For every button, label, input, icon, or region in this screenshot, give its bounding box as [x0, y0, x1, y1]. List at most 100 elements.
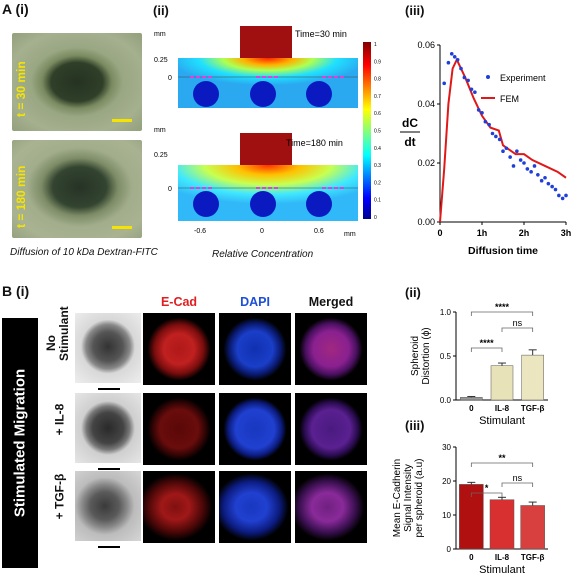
- x-tick-label: IL-8: [495, 553, 510, 562]
- experiment-point: [536, 173, 540, 177]
- colorbar-tick-label: 0.4: [374, 146, 381, 152]
- experiment-point: [446, 60, 451, 65]
- x-tick-label: 3h: [561, 228, 572, 238]
- experiment-point: [483, 119, 488, 124]
- y-tick-label: 10: [442, 511, 451, 520]
- experiment-point: [449, 52, 454, 56]
- y-axis-label: Spheroid: [410, 336, 421, 376]
- legend-label-fem: FEM: [500, 94, 519, 104]
- experiment-point: [469, 87, 474, 92]
- experiment-point: [564, 193, 568, 198]
- experiment-point: [532, 164, 537, 168]
- experiment-point: [525, 167, 530, 171]
- experiment-point: [546, 181, 551, 186]
- bar: [520, 505, 545, 550]
- brightfield-tgf: [75, 471, 141, 541]
- experiment-point: [442, 81, 446, 86]
- panel-a-ii-label: (ii): [153, 3, 169, 18]
- experiment-point: [518, 158, 523, 162]
- x-tick-label: TGF-β: [521, 553, 545, 562]
- y-tick-label: 0.04: [417, 99, 435, 109]
- y-axis-label: per spheroid (a.u): [414, 459, 425, 538]
- panel-a-label: A (i): [2, 1, 29, 17]
- legend-marker-experiment: [486, 75, 490, 79]
- significance-bracket: [470, 311, 534, 316]
- significance-bracket: [470, 492, 503, 497]
- experiment-point: [480, 111, 484, 115]
- dapi-il8: [219, 393, 291, 465]
- chart-dcdt: 0.00 0.02 0.04 0.06 0 1h 2h 3h Diffusion time dC d…: [400, 40, 572, 257]
- scale-bar: [112, 226, 132, 229]
- x-tick-label: 2h: [519, 228, 530, 238]
- legend-label-experiment: Experiment: [500, 73, 546, 83]
- sim-x-tick: 0.6: [314, 228, 324, 235]
- x-tick-label: 1h: [477, 228, 488, 238]
- bar: [460, 397, 483, 401]
- y-axis-label: Distortion (ϕ): [421, 327, 432, 384]
- experiment-point: [539, 178, 544, 183]
- y-axis-label: dt: [404, 135, 415, 149]
- merged-tgf: [295, 471, 367, 543]
- bar: [490, 365, 514, 401]
- colorbar-tick-label: 0.8: [374, 77, 381, 83]
- y-tick-label: 0.5: [440, 352, 452, 361]
- experiment-point: [497, 137, 502, 142]
- significance-label: ns: [513, 318, 523, 328]
- y-tick-label: 20: [442, 477, 451, 486]
- experiment-point: [560, 196, 565, 201]
- experiment-point: [455, 57, 460, 62]
- micrograph-180min: t = 180 min: [12, 140, 142, 238]
- experiment-point: [543, 175, 547, 180]
- sim-bottom-time: Time=180 min: [286, 138, 343, 148]
- significance-bracket: [501, 482, 534, 487]
- colorbar-tick-label: 1: [374, 42, 377, 48]
- scale-bar: [112, 119, 132, 122]
- scale-bar: [98, 468, 120, 470]
- experiment-point: [522, 161, 526, 165]
- merged-il8: [295, 393, 367, 465]
- sim-bottom-tick: 0: [168, 186, 172, 193]
- caption-relative-concentration: Relative Concentration: [212, 249, 314, 260]
- significance-bracket: [470, 462, 534, 467]
- experiment-point: [529, 170, 533, 174]
- ecad-no-stimulant: [143, 313, 215, 385]
- experiment-point: [511, 164, 516, 168]
- x-tick-label: 0: [469, 553, 474, 562]
- row-label-tgf: + TGF-β: [52, 473, 67, 520]
- sim-top-unit: mm: [154, 31, 166, 38]
- significance-label: **: [498, 453, 506, 463]
- sim-x-tick: -0.6: [194, 228, 206, 235]
- experiment-point: [494, 134, 498, 139]
- sim-top-tick: 0.25: [154, 57, 168, 64]
- spheroid-sim: [250, 81, 276, 107]
- panel-b-iii-label: (iii): [405, 418, 425, 433]
- x-axis-label: Diffusion time: [468, 245, 538, 257]
- fem-simulation: mm 0.25 0 Time=30 min mm 0.25 0 Time=180…: [154, 26, 381, 238]
- colorbar: [363, 42, 371, 219]
- x-tick-label: IL-8: [495, 404, 510, 413]
- dapi-no-stimulant: [219, 313, 291, 385]
- colorbar-tick-label: 0.5: [374, 129, 381, 135]
- sim-x-tick: 0: [260, 228, 264, 235]
- brightfield-no-stimulant: [75, 313, 141, 383]
- dapi-tgf: [219, 471, 291, 543]
- panel-b-ii-label: (ii): [405, 285, 421, 300]
- chart-ecadherin-intensity: 0 10 20 30 0 IL-8 TGF-β Stimulant Mean E-Cadheri…: [392, 443, 548, 573]
- scale-bar: [98, 388, 120, 390]
- y-tick-label: 0.02: [417, 158, 435, 168]
- spheroid-sim: [306, 191, 332, 217]
- experiment-point: [508, 155, 512, 159]
- colorbar-tick-label: 0.6: [374, 111, 381, 117]
- colorbar-tick-label: 0.9: [374, 59, 381, 65]
- sim-bottom-unit: mm: [154, 127, 166, 134]
- experiment-point: [487, 122, 491, 127]
- experiment-point: [515, 149, 519, 153]
- y-tick-label: 0: [447, 545, 452, 554]
- y-tick-label: 30: [442, 443, 451, 452]
- experiment-point: [550, 184, 554, 189]
- bar: [521, 354, 544, 401]
- colorbar-ticks: 1 0.9 0.8 0.7 0.6 0.5 0.4 0.3 0.2 0.1 0: [374, 42, 381, 221]
- panel-a-iii-label: (iii): [405, 3, 425, 18]
- spheroid-sim: [306, 81, 332, 107]
- bar: [489, 499, 515, 550]
